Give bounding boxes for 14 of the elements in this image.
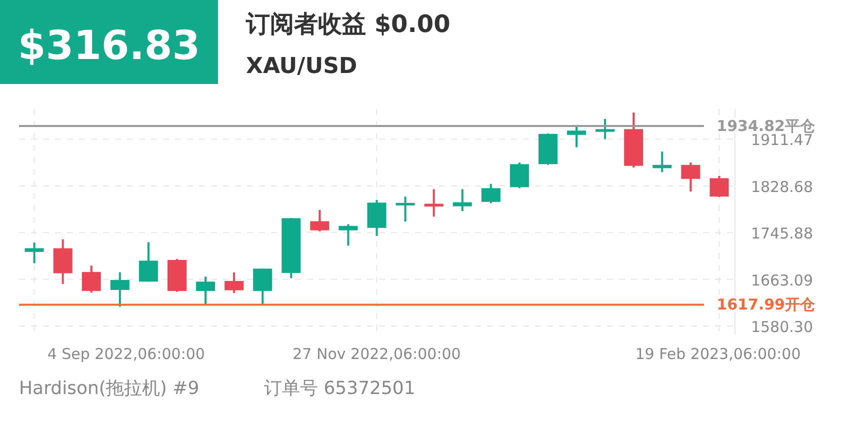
chart-title: 订阅者收益 $0.00: [245, 10, 450, 38]
x-tick-label: 19 Feb 2023,06:00:00: [635, 345, 801, 363]
y-tick-label: 1745.88: [750, 224, 813, 243]
text: 订单号 65372501: [264, 378, 416, 399]
ref-line-label: 1934.82平仓: [716, 117, 816, 136]
ref-line-label: 1617.99开仓: [716, 296, 816, 314]
chart-subtitle: XAU/USD: [246, 54, 358, 79]
y-tick-label: 1828.68: [750, 178, 813, 196]
text: Hardison(拖拉机) #9: [19, 378, 200, 399]
x-tick-label: 27 Nov 2022,06:00:00: [292, 345, 461, 363]
x-tick-label: 4 Sep 2022,06:00:00: [47, 345, 205, 363]
y-tick-label: 1580.30: [750, 318, 813, 336]
text: $316.83: [18, 23, 200, 69]
y-tick-label: 1663.09: [750, 271, 813, 290]
